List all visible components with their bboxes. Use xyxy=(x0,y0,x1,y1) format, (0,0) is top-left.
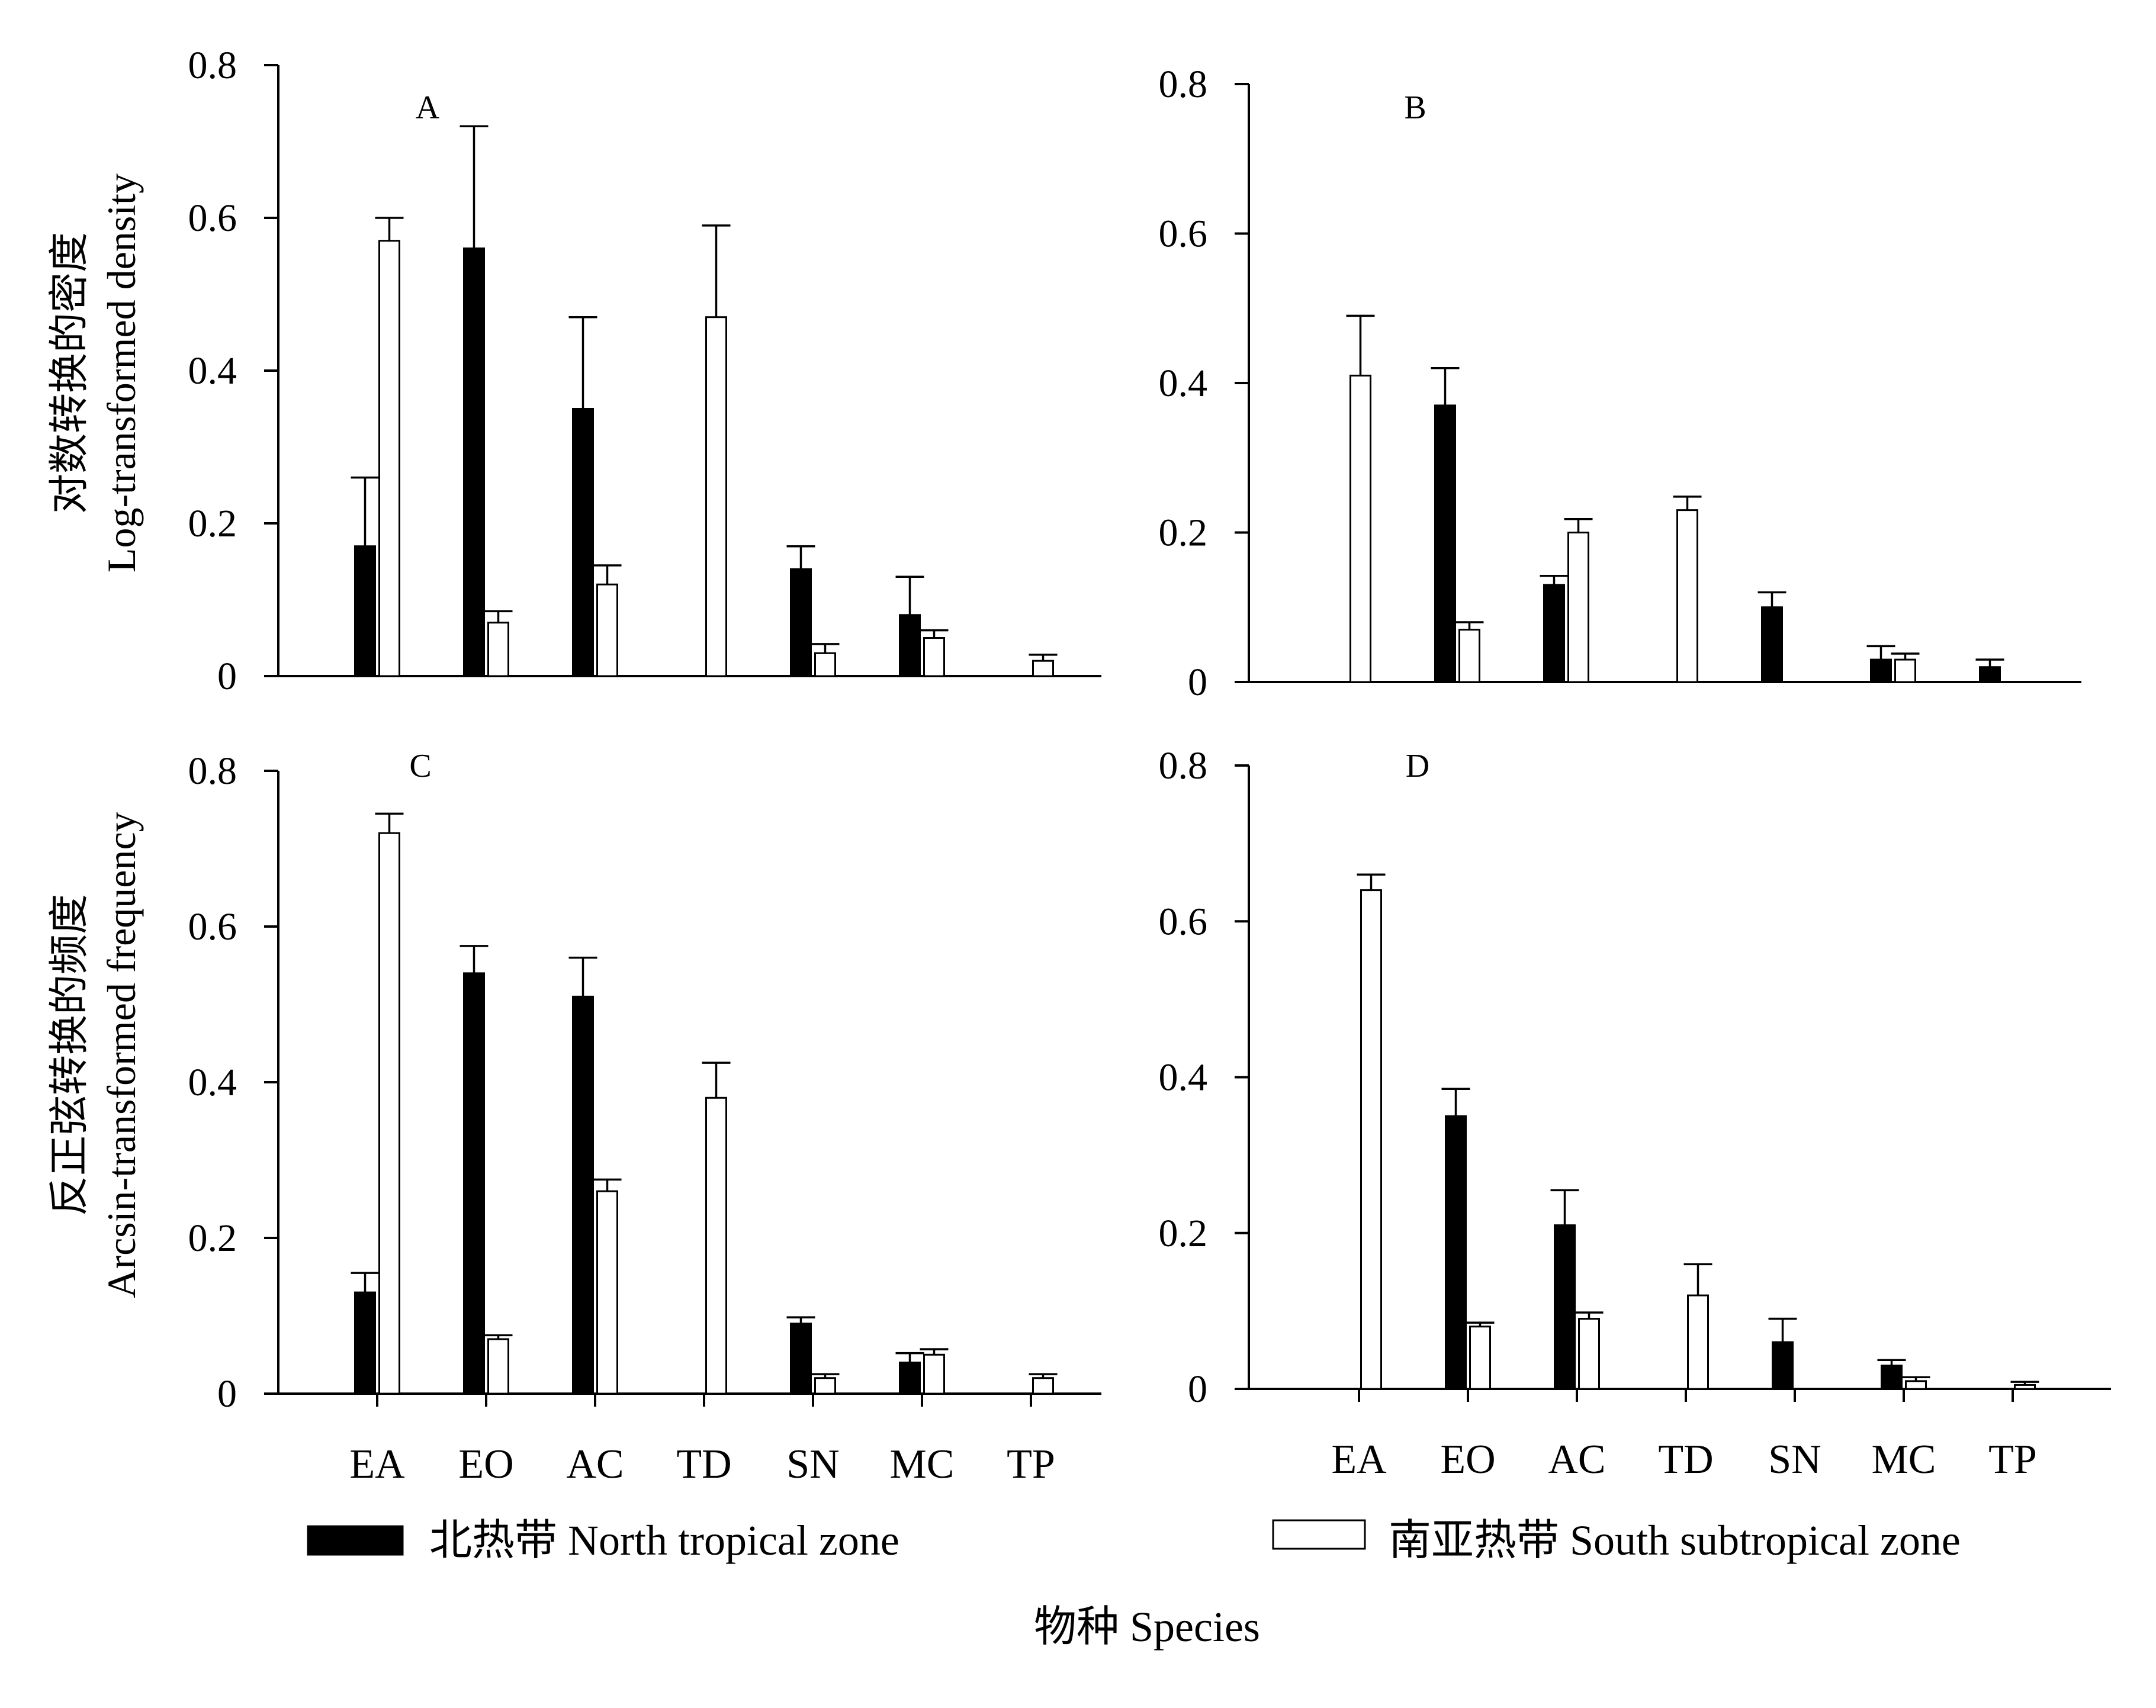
bar-south xyxy=(1458,629,1480,683)
x-tick-label: AC xyxy=(566,1442,624,1487)
bar-north xyxy=(1772,1341,1794,1390)
bar-north xyxy=(1881,1365,1903,1390)
bar-south xyxy=(596,1190,618,1395)
bar-south xyxy=(1567,532,1589,683)
bar-north xyxy=(463,972,485,1395)
panel-label: B xyxy=(1404,89,1426,126)
bar-north xyxy=(1445,1115,1467,1390)
y-tick-label: 0.6 xyxy=(1159,213,1208,256)
y-tick-label: 0.6 xyxy=(188,905,237,948)
bar-south xyxy=(705,1096,727,1395)
bar-south xyxy=(1032,660,1054,677)
y-tick-label: 0.8 xyxy=(1159,63,1208,106)
y-tick-label: 0.4 xyxy=(1159,1056,1208,1099)
x-tick-label: TP xyxy=(1007,1442,1055,1487)
bar-south xyxy=(1469,1326,1491,1390)
x-tick-label: TD xyxy=(676,1442,731,1487)
bar-south xyxy=(923,1353,945,1395)
x-tick-label: TP xyxy=(1988,1437,2037,1482)
bar-north xyxy=(1554,1224,1576,1390)
bar-south xyxy=(1578,1318,1600,1390)
y-tick-label: 0.2 xyxy=(188,502,237,545)
x-tick-label: MC xyxy=(1872,1437,1936,1482)
legend-label-north: 北热带 North tropical zone xyxy=(429,1517,899,1564)
bar-south xyxy=(487,622,509,677)
bar-south xyxy=(2014,1384,2036,1390)
bar-south xyxy=(923,637,945,677)
panel-label: D xyxy=(1406,748,1429,784)
ylabel-top-english: Log-transformed density xyxy=(99,173,144,572)
y-tick-label: 0 xyxy=(217,655,237,698)
panel-label: A xyxy=(416,89,440,126)
y-tick-label: 0.8 xyxy=(188,44,237,87)
y-tick-label: 0.4 xyxy=(188,1061,237,1104)
y-tick-label: 0.8 xyxy=(188,750,237,793)
bar-north xyxy=(1870,658,1892,683)
legend-swatch-south xyxy=(1272,1519,1366,1550)
bar-south xyxy=(1360,889,1382,1390)
bar-north xyxy=(899,614,921,677)
x-tick-label: EO xyxy=(458,1442,513,1487)
bar-south xyxy=(1676,509,1698,683)
ylabel-top-chinese: 对数转换的密度 xyxy=(47,232,92,514)
bar-north xyxy=(1434,404,1456,683)
panel-c: 0 0.2 0.4 0.6 0.8 C EA EO AC TD SN MC TP xyxy=(188,748,1101,1487)
panels: 0 0.2 0.4 0.6 0.8 A 0 0.2 0.4 0.6 0.8 B 0 0.2 0.4 0.6 0.… xyxy=(188,44,2111,1487)
x-tick-label: SN xyxy=(786,1442,839,1487)
panel-d: 0 0.2 0.4 0.6 0.8 D EA EO AC TD SN MC TP xyxy=(1159,744,2111,1482)
bar-north xyxy=(899,1361,921,1395)
bar-south xyxy=(1032,1377,1054,1395)
panel-label: C xyxy=(409,748,431,784)
bar-south xyxy=(378,832,400,1395)
legend-label-south: 南亚热带 South subtropical zone xyxy=(1389,1517,1961,1564)
y-tick-label: 0 xyxy=(1188,1368,1207,1411)
bar-south xyxy=(1905,1380,1927,1390)
bar-north xyxy=(572,995,594,1395)
legend: 北热带 North tropical zone 南亚热带 South subtr… xyxy=(307,1517,1961,1564)
legend-swatch-north xyxy=(307,1525,404,1556)
bar-south xyxy=(814,652,836,677)
x-tick-label: TD xyxy=(1658,1437,1713,1482)
bar-north xyxy=(1543,584,1565,683)
bar-south xyxy=(487,1338,509,1395)
y-tick-label: 0 xyxy=(1188,661,1207,704)
bar-north xyxy=(354,1291,376,1395)
x-axis-title: 物种 Species xyxy=(1034,1603,1260,1651)
bar-north xyxy=(1761,606,1783,683)
y-tick-label: 0.2 xyxy=(1159,1212,1208,1255)
x-tick-label: EO xyxy=(1440,1437,1495,1482)
bar-north xyxy=(790,568,812,677)
bar-south xyxy=(596,583,618,677)
bar-north xyxy=(1979,666,2001,683)
bar-south xyxy=(1687,1294,1709,1390)
ylabel-bottom-chinese: 反正弦转换的频度 xyxy=(47,894,92,1216)
bar-south xyxy=(1349,374,1371,683)
y-tick-label: 0.2 xyxy=(188,1217,237,1260)
bar-south xyxy=(814,1377,836,1395)
y-tick-label: 0.6 xyxy=(1159,900,1208,943)
x-tick-label: AC xyxy=(1548,1437,1605,1482)
panel-a: 0 0.2 0.4 0.6 0.8 A xyxy=(188,44,1101,698)
y-tick-label: 0.2 xyxy=(1159,512,1208,555)
y-tick-label: 0.4 xyxy=(1159,362,1208,405)
bar-north xyxy=(463,247,485,677)
x-tick-label: SN xyxy=(1768,1437,1821,1482)
bar-south xyxy=(705,316,727,677)
x-tick-label: EA xyxy=(1331,1437,1387,1482)
bar-north xyxy=(354,545,376,677)
y-tick-label: 0.4 xyxy=(188,349,237,393)
panel-b: 0 0.2 0.4 0.6 0.8 B xyxy=(1159,63,2081,704)
bar-north xyxy=(790,1323,812,1395)
bar-south xyxy=(378,240,400,677)
bar-south xyxy=(1894,658,1916,683)
y-tick-label: 0 xyxy=(217,1372,237,1416)
x-tick-label: MC xyxy=(890,1442,955,1487)
ylabel-bottom-english: Arcsin-transformed frequency xyxy=(99,812,144,1298)
y-tick-label: 0.8 xyxy=(1159,744,1208,787)
y-tick-label: 0.6 xyxy=(188,197,237,240)
bar-north xyxy=(572,408,594,677)
x-tick-label: EA xyxy=(349,1442,405,1487)
